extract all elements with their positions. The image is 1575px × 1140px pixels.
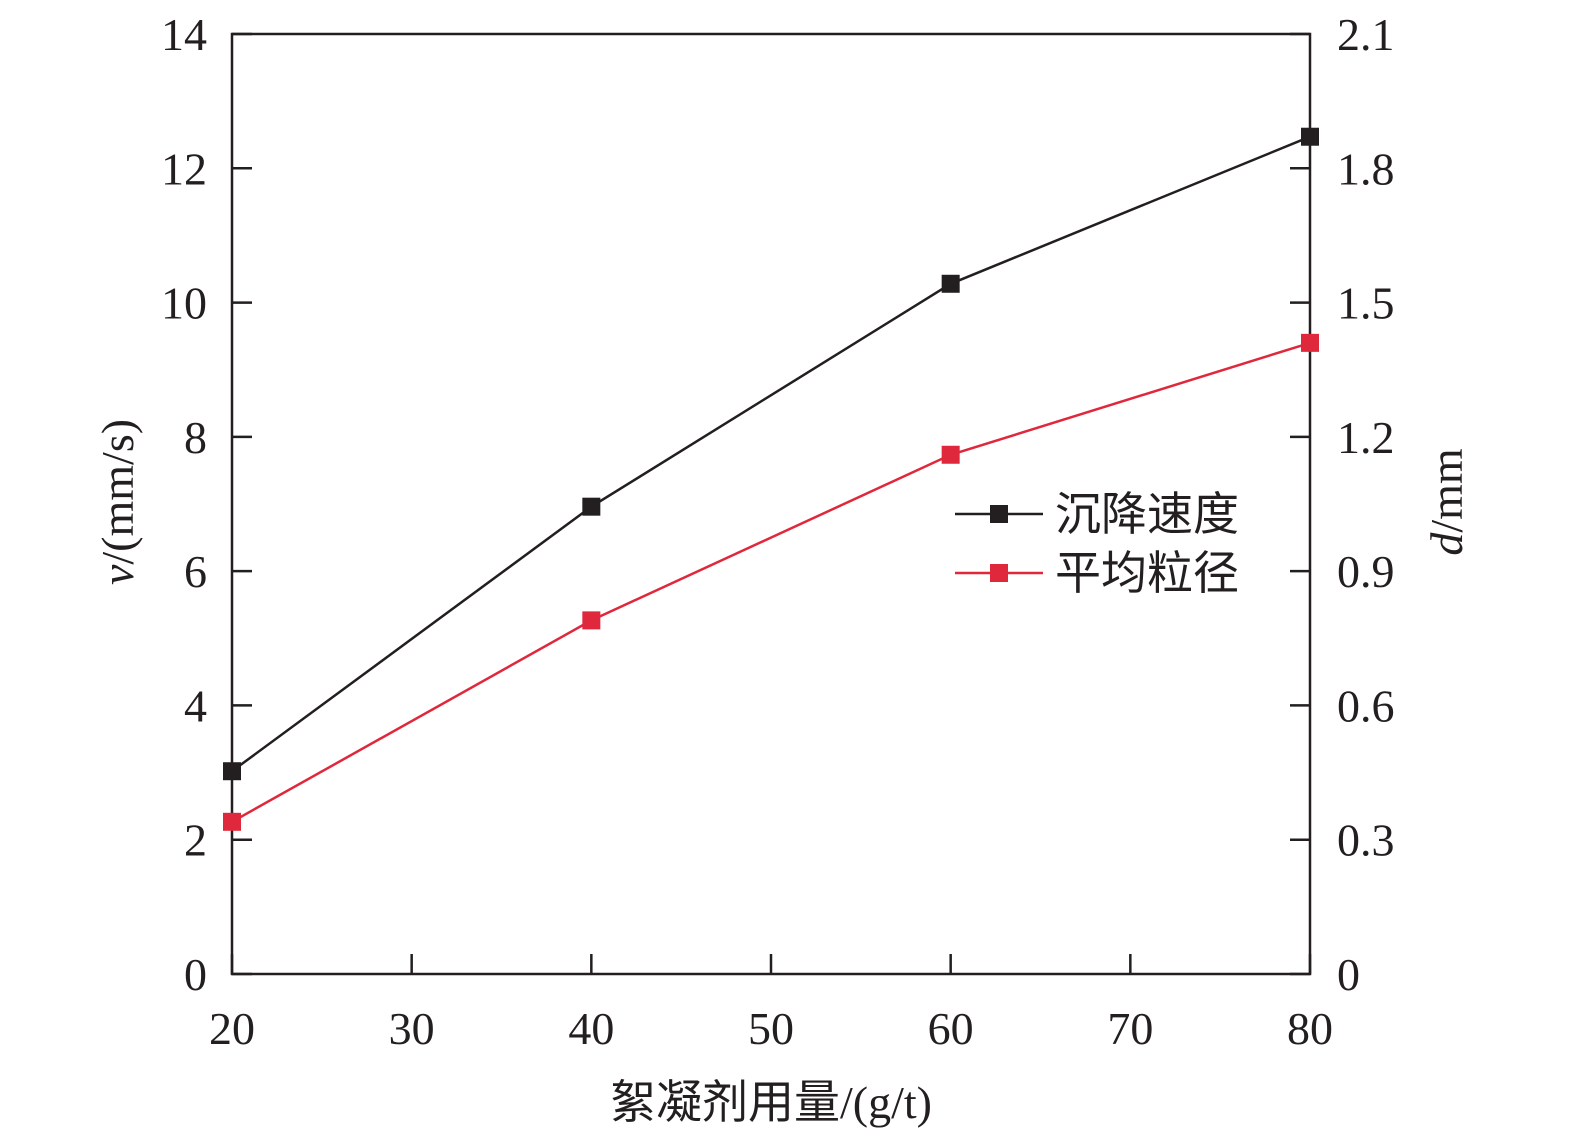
- y-tick-label: 6: [184, 546, 207, 597]
- legend-swatch-marker: [990, 505, 1008, 523]
- y-tick-label: 10: [161, 278, 207, 329]
- y2-tick-label: 1.2: [1337, 412, 1395, 463]
- y-tick-label: 2: [184, 815, 207, 866]
- y-tick-label: 8: [184, 412, 207, 463]
- x-tick-label: 50: [748, 1003, 794, 1054]
- y-tick-label: 4: [184, 680, 207, 731]
- y2-tick-label: 2.1: [1337, 9, 1395, 60]
- series-2-point: [582, 611, 601, 630]
- x-tick-label: 80: [1287, 1003, 1333, 1054]
- legend-label: 平均粒径: [1055, 548, 1239, 599]
- series-1-point: [582, 497, 601, 516]
- y2-tick-label: 1.8: [1337, 143, 1395, 194]
- legend-swatch-marker: [990, 564, 1008, 582]
- y-axis-title-unit: /(mm/s): [92, 419, 143, 565]
- legend-label: 沉降速度: [1055, 489, 1239, 540]
- y2-axis-title-symbol: d: [1421, 532, 1472, 556]
- y-axis-title: v/(mm/s): [92, 419, 143, 585]
- x-tick-label: 60: [928, 1003, 974, 1054]
- series-1-point: [1301, 127, 1319, 146]
- y-axis-title-symbol: v: [92, 564, 143, 585]
- y2-tick-label: 0.3: [1337, 815, 1395, 866]
- series-layer: [223, 127, 1319, 831]
- series-2-point: [941, 445, 960, 464]
- y2-tick-label: 0.9: [1337, 546, 1395, 597]
- x-tick-label: 40: [568, 1003, 614, 1054]
- series-line-2: [231, 341, 1311, 823]
- series-1-point: [941, 274, 960, 293]
- y-axis-left: 0 2 4 6 8 10 12 14: [161, 9, 252, 1000]
- y2-axis-title-unit: /mm: [1421, 448, 1472, 533]
- x-tick-label: 70: [1107, 1003, 1153, 1054]
- y2-tick-label: 0.6: [1337, 680, 1395, 731]
- y2-tick-label: 1.5: [1337, 278, 1395, 329]
- series-line-1: [231, 135, 1311, 773]
- x-axis: 20 30 40 50 60 70 80: [209, 954, 1333, 1054]
- y2-tick-label: 0: [1337, 949, 1360, 1000]
- y2-axis-title: d/mm: [1421, 448, 1472, 556]
- y-axis-right: 0 0.3 0.6 0.9 1.2 1.5 1.8 2.1: [1290, 9, 1395, 1000]
- series-2-point: [1301, 333, 1319, 352]
- series-1-point: [223, 762, 241, 781]
- x-tick-label: 30: [389, 1003, 435, 1054]
- series-2-point: [223, 812, 241, 831]
- x-tick-label: 20: [209, 1003, 255, 1054]
- y-tick-label: 0: [184, 949, 207, 1000]
- y-tick-label: 12: [161, 143, 207, 194]
- y-tick-label: 14: [161, 9, 207, 60]
- x-axis-title: 絮凝剂用量/(g/t): [610, 1077, 932, 1128]
